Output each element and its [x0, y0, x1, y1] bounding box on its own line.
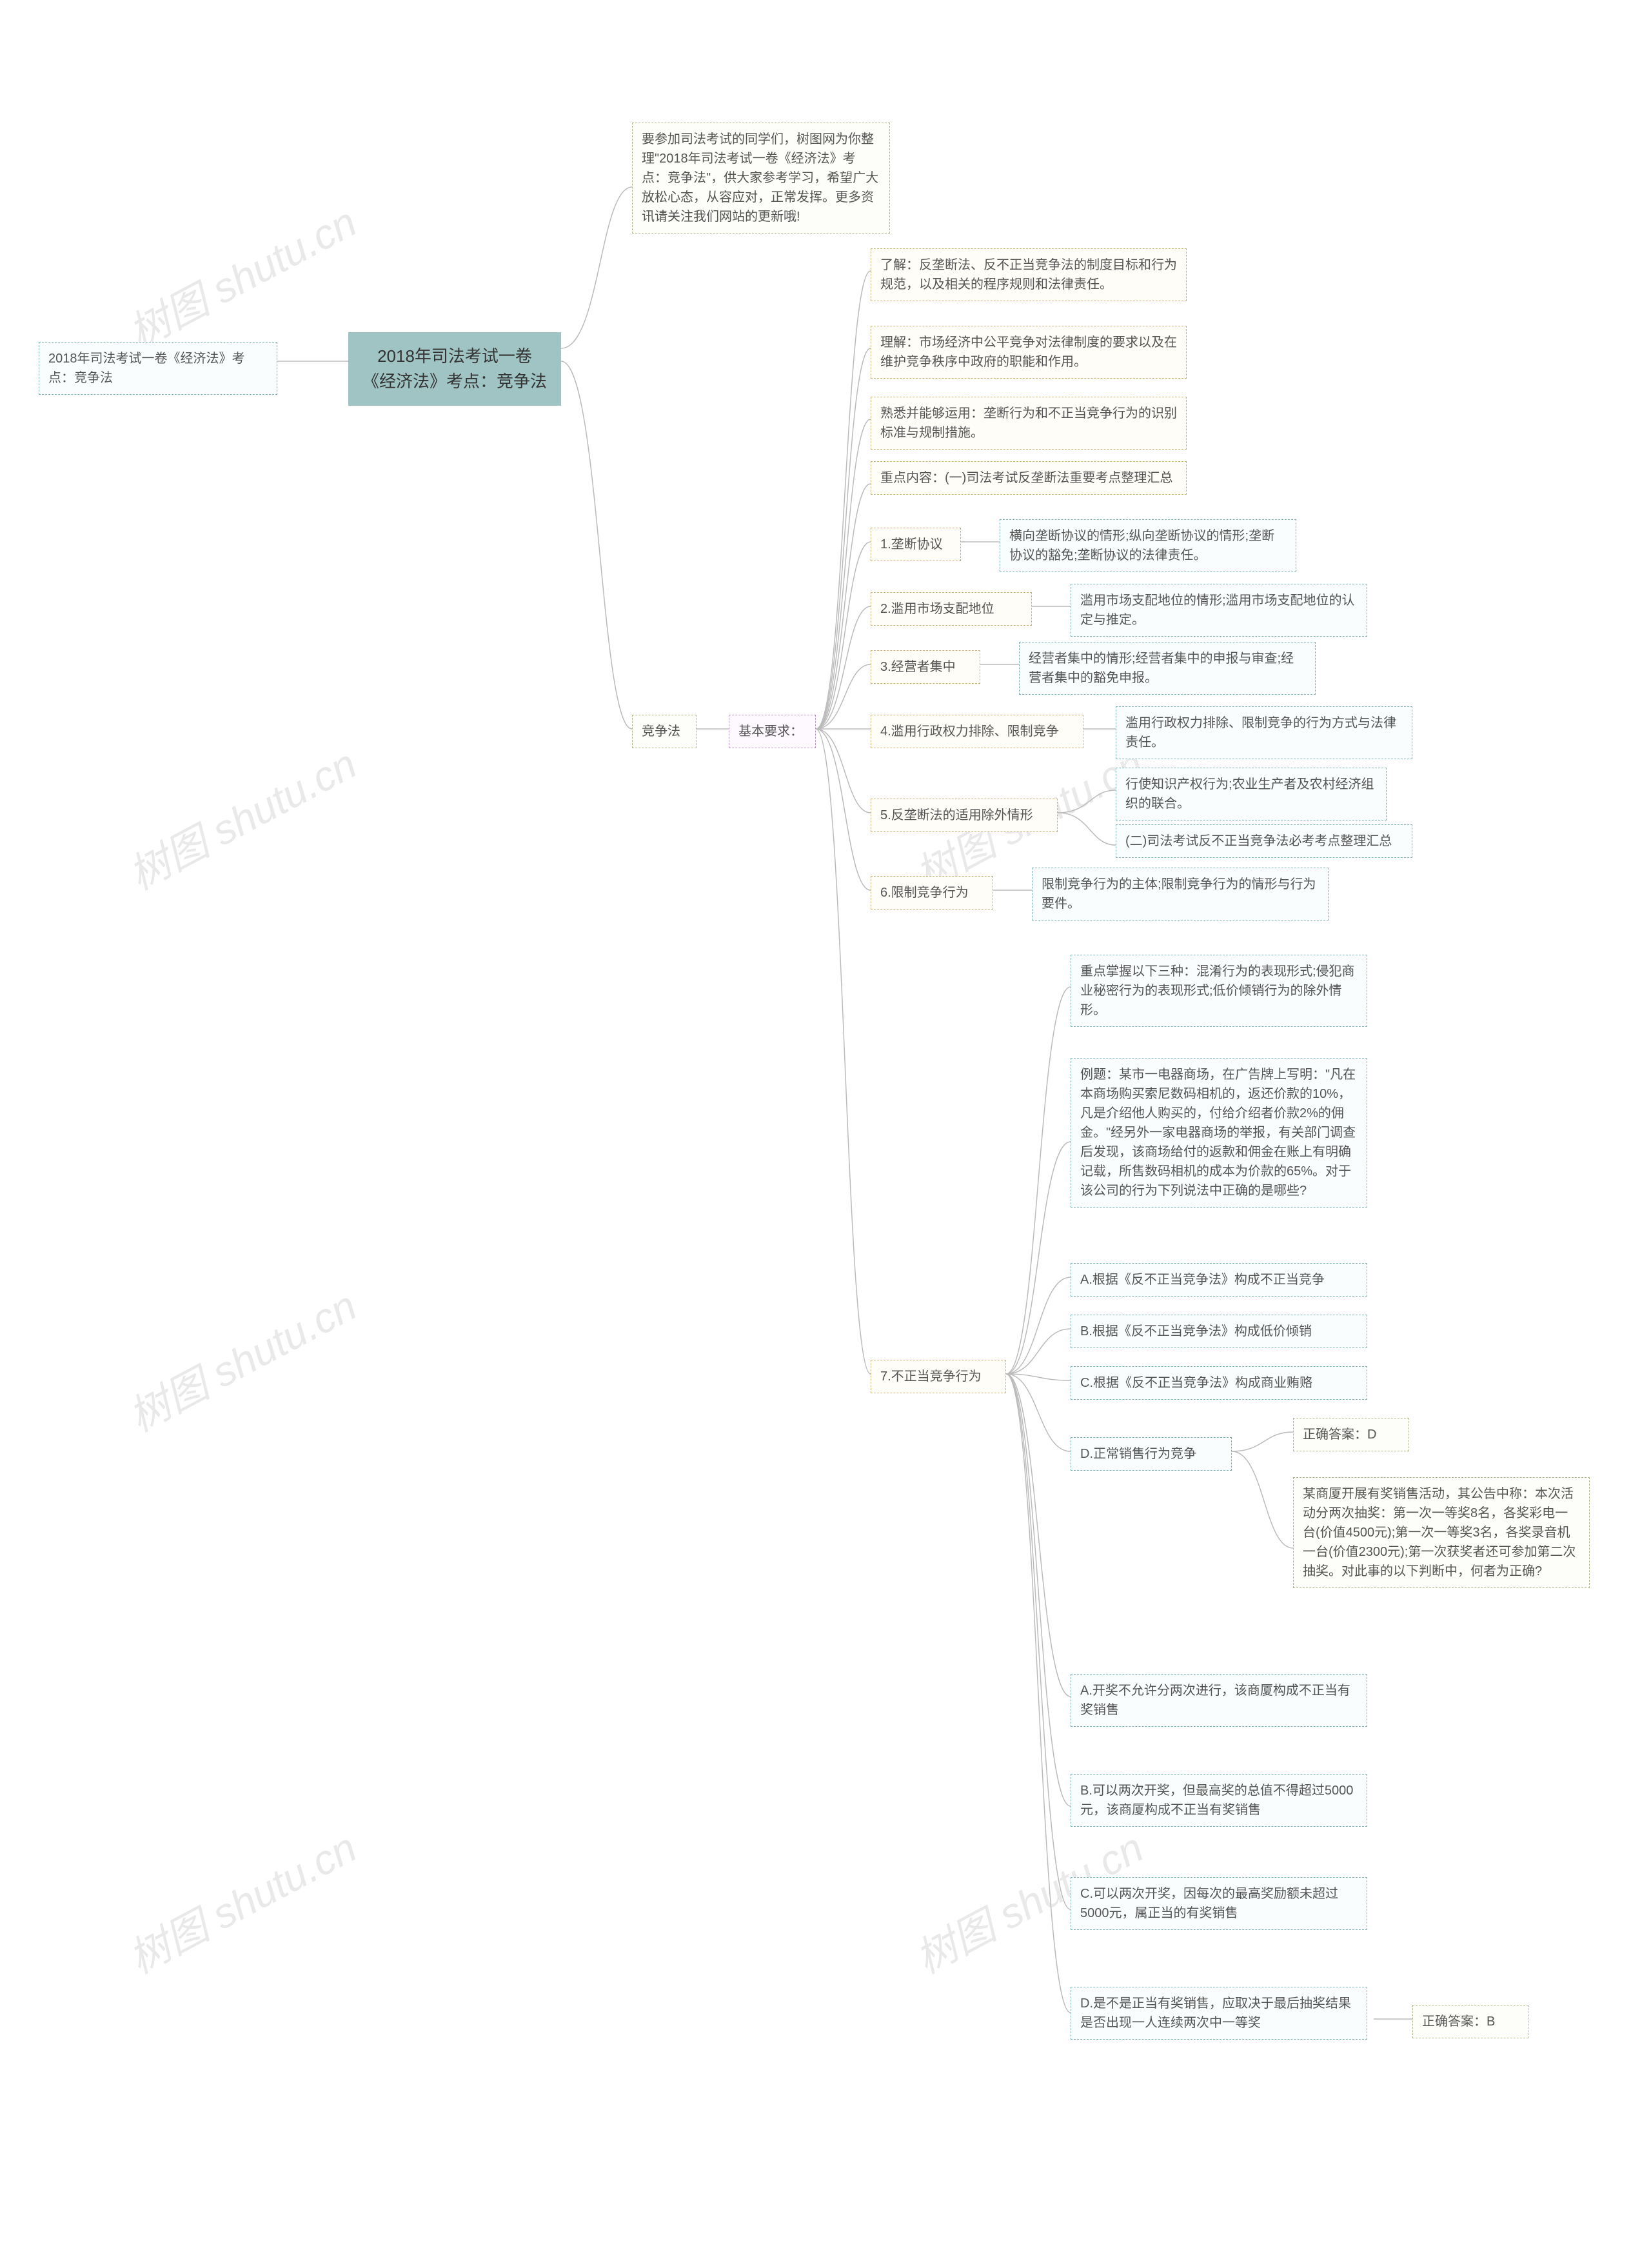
watermark: 树图 shutu.cn	[117, 1273, 366, 1443]
node-n3: 3.经营者集中	[871, 650, 980, 684]
node-n7-ex: 例题：某市一电器商场，在广告牌上写明："凡在本商场购买索尼数码相机的，返还价款的…	[1071, 1058, 1367, 1208]
node-n7-a: A.根据《反不正当竞争法》构成不正当竞争	[1071, 1263, 1367, 1297]
node-n1d: 横向垄断协议的情形;纵向垄断协议的情形;垄断协议的豁免;垄断协议的法律责任。	[1000, 519, 1296, 572]
node-n5: 5.反垄断法的适用除外情形	[871, 799, 1058, 832]
node-n5d2: (二)司法考试反不正当竞争法必考考点整理汇总	[1116, 824, 1412, 858]
node-r4: 重点内容：(一)司法考试反垄断法重要考点整理汇总	[871, 461, 1187, 495]
node-n7-2a: A.开奖不允许分两次进行，该商厦构成不正当有奖销售	[1071, 1674, 1367, 1727]
node-n7-2c: C.可以两次开奖，因每次的最高奖励额未超过5000元，属正当的有奖销售	[1071, 1877, 1367, 1930]
node-n4: 4.滥用行政权力排除、限制竞争	[871, 715, 1083, 748]
node-n1: 1.垄断协议	[871, 528, 961, 561]
node-intro: 要参加司法考试的同学们，树图网为你整理"2018年司法考试一卷《经济法》考点：竞…	[632, 123, 890, 234]
node-root: 2018年司法考试一卷《经济法》考点：竞争法	[348, 332, 561, 406]
node-r3: 熟悉并能够运用：垄断行为和不正当竞争行为的识别标准与规制措施。	[871, 397, 1187, 450]
node-n7-2d: D.是不是正当有奖销售，应取决于最后抽奖结果是否出现一人连续两次中一等奖	[1071, 1987, 1367, 2040]
node-n7-ans1: 正确答案：D	[1293, 1418, 1409, 1451]
watermark: 树图 shutu.cn	[117, 190, 366, 359]
node-n7-b: B.根据《反不正当竞争法》构成低价倾销	[1071, 1315, 1367, 1348]
connectors	[0, 0, 1651, 2268]
node-jingzhengfa: 竞争法	[632, 715, 697, 748]
node-r2: 理解：市场经济中公平竞争对法律制度的要求以及在维护竞争秩序中政府的职能和作用。	[871, 326, 1187, 379]
watermark: 树图 shutu.cn	[117, 731, 366, 901]
node-n7-c: C.根据《反不正当竞争法》构成商业贿赂	[1071, 1366, 1367, 1400]
node-n7-2b: B.可以两次开奖，但最高奖的总值不得超过5000元，该商厦构成不正当有奖销售	[1071, 1774, 1367, 1827]
node-n2: 2.滥用市场支配地位	[871, 592, 1032, 626]
node-n7-ans2: 正确答案：B	[1412, 2005, 1528, 2038]
node-n7-d: D.正常销售行为竞争	[1071, 1437, 1232, 1471]
node-n7-key: 重点掌握以下三种：混淆行为的表现形式;侵犯商业秘密行为的表现形式;低价倾销行为的…	[1071, 955, 1367, 1027]
node-n5d1: 行使知识产权行为;农业生产者及农村经济组织的联合。	[1116, 768, 1387, 821]
node-n7: 7.不正当竞争行为	[871, 1360, 1006, 1393]
node-n6d: 限制竞争行为的主体;限制竞争行为的情形与行为要件。	[1032, 868, 1329, 920]
node-n6: 6.限制竞争行为	[871, 876, 993, 910]
node-n4d: 滥用行政权力排除、限制竞争的行为方式与法律责任。	[1116, 706, 1412, 759]
node-n3d: 经营者集中的情形;经营者集中的申报与审查;经营者集中的豁免申报。	[1019, 642, 1316, 695]
node-leftmost: 2018年司法考试一卷《经济法》考点：竞争法	[39, 342, 277, 395]
node-n7-q2: 某商厦开展有奖销售活动，其公告中称：本次活动分两次抽奖：第一次一等奖8名，各奖彩…	[1293, 1477, 1590, 1588]
node-r1: 了解：反垄断法、反不正当竞争法的制度目标和行为规范，以及相关的程序规则和法律责任…	[871, 248, 1187, 301]
node-n2d: 滥用市场支配地位的情形;滥用市场支配地位的认定与推定。	[1071, 584, 1367, 637]
watermark: 树图 shutu.cn	[117, 1815, 366, 1985]
node-jiben: 基本要求：	[729, 715, 816, 748]
